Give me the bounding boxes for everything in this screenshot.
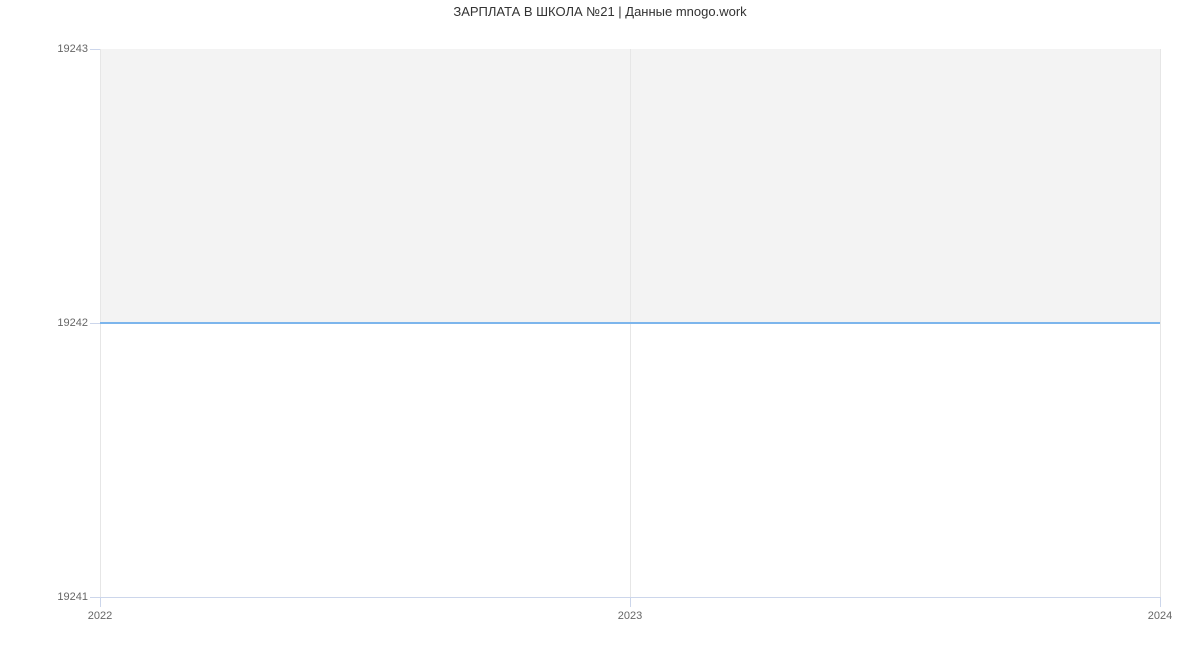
x-tick-label: 2023	[618, 610, 642, 622]
y-tick-label: 19242	[0, 317, 88, 329]
y-tick	[90, 323, 100, 324]
x-tick-label: 2024	[1148, 610, 1172, 622]
chart-title: ЗАРПЛАТА В ШКОЛА №21 | Данные mnogo.work	[0, 4, 1200, 19]
x-tick	[630, 597, 631, 607]
x-tick	[100, 597, 101, 607]
y-tick	[90, 597, 100, 598]
y-tick	[90, 49, 100, 50]
x-tick-label: 2022	[88, 610, 112, 622]
x-grid-line	[1160, 49, 1161, 597]
y-tick-label: 19241	[0, 591, 88, 603]
series-line-salary	[100, 322, 1160, 324]
plot-area	[100, 49, 1160, 597]
x-tick	[1160, 597, 1161, 607]
y-tick-label: 19243	[0, 43, 88, 55]
chart-container: ЗАРПЛАТА В ШКОЛА №21 | Данные mnogo.work…	[0, 0, 1200, 650]
